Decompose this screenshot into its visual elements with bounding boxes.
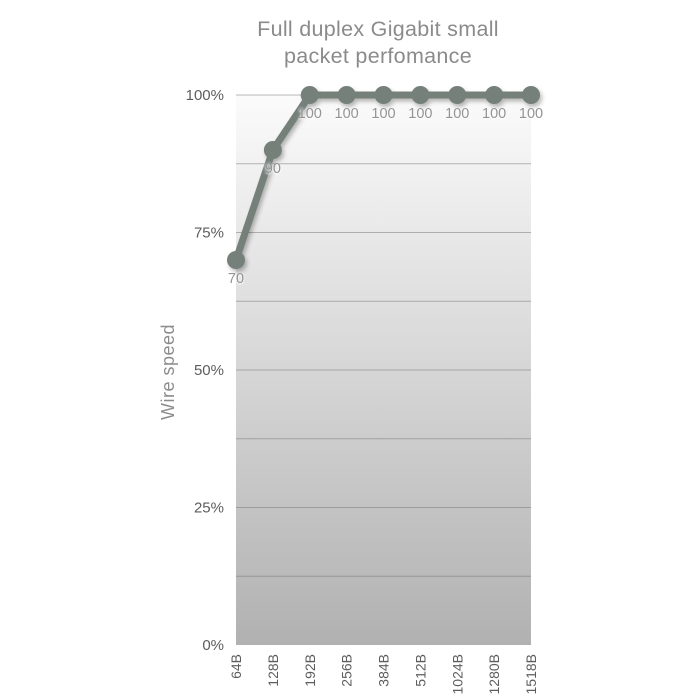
x-tick-label: 64B: [228, 654, 244, 679]
chart-title: Full duplex Gigabit small packet perfoma…: [257, 17, 499, 68]
data-point: [300, 86, 319, 104]
x-tick-label: 384B: [376, 654, 392, 687]
x-tick-label: 1024B: [449, 654, 465, 694]
y-axis-title: Wire speed: [158, 324, 178, 420]
x-tick-label: 128B: [265, 654, 281, 687]
y-tick-label: 75%: [194, 225, 224, 242]
data-point: [522, 86, 540, 104]
data-point-label: 100: [445, 106, 469, 122]
data-point: [227, 251, 245, 269]
y-tick-label: 0%: [202, 637, 224, 654]
x-tick-label: 256B: [339, 654, 355, 687]
x-tick-label: 1518B: [523, 654, 539, 694]
data-point-label: 100: [298, 106, 322, 122]
data-point: [485, 86, 504, 104]
data-point-label: 100: [371, 106, 395, 122]
data-point-label: 70: [228, 271, 244, 287]
data-point: [411, 86, 430, 104]
data-point: [374, 86, 393, 104]
data-point-label: 90: [265, 161, 281, 177]
x-tick-label: 512B: [412, 654, 428, 687]
y-tick-label: 50%: [194, 362, 224, 379]
y-tick-label: 100%: [186, 87, 224, 104]
series-wire-speed-%: [227, 86, 540, 269]
y-tick-label: 25%: [194, 500, 224, 517]
x-tick-label: 1280B: [486, 654, 502, 694]
data-point-label: 100: [482, 106, 506, 122]
data-point-label: 100: [408, 106, 432, 122]
data-point-label: 100: [519, 106, 543, 122]
data-point: [337, 86, 356, 104]
data-point: [448, 86, 467, 104]
data-point: [263, 141, 282, 159]
x-tick-label: 192B: [302, 654, 318, 687]
data-point-label: 100: [335, 106, 359, 122]
